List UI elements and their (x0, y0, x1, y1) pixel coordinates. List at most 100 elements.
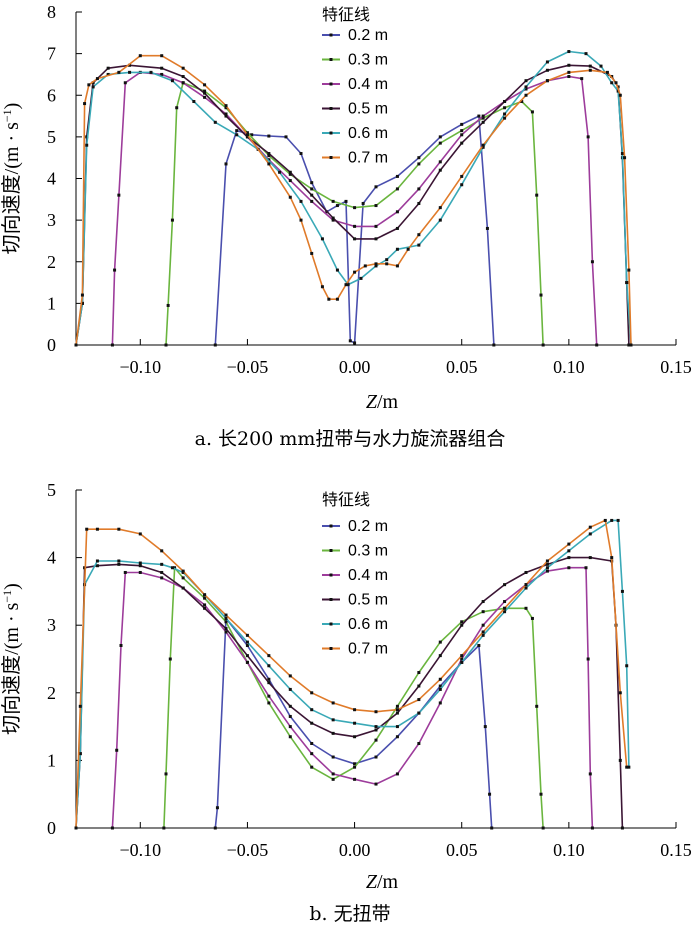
data-point (539, 792, 543, 796)
data-point (438, 168, 442, 172)
data-point (584, 52, 588, 56)
data-point (288, 687, 292, 691)
legend-label: 0.6 m (348, 125, 388, 142)
data-point (374, 264, 378, 268)
legend-swatch-marker (329, 33, 333, 37)
x-tick-label: −0.10 (119, 357, 161, 377)
data-point (310, 752, 314, 756)
data-point (395, 210, 399, 214)
data-point (164, 772, 168, 776)
chart-caption: a. 长200 mm扭带与水力旋流器组合 (195, 428, 506, 450)
data-point (267, 677, 271, 681)
data-point (353, 765, 357, 769)
data-point (359, 276, 363, 280)
data-point (488, 792, 492, 796)
data-point (503, 583, 507, 587)
data-point (417, 243, 421, 247)
y-tick-label: 8 (47, 2, 56, 22)
data-point (87, 83, 91, 87)
data-point (128, 63, 132, 67)
data-point (567, 556, 571, 560)
data-point (74, 343, 78, 347)
data-point (245, 640, 249, 644)
data-point (361, 201, 365, 205)
x-tick-label: 0.10 (553, 840, 585, 860)
data-point (490, 826, 494, 830)
data-point (503, 106, 507, 110)
series-line (214, 115, 495, 346)
legend-item: 0.7 m (322, 641, 388, 658)
y-tick-label: 1 (47, 750, 56, 770)
data-point (203, 596, 207, 600)
legend-item: 0.6 m (322, 125, 388, 142)
data-point (586, 135, 590, 139)
data-point (539, 293, 543, 297)
data-point (586, 657, 590, 661)
series-0.6m (74, 518, 631, 830)
legend-label: 0.7 m (348, 150, 388, 167)
series-line (75, 50, 632, 346)
data-point (588, 772, 592, 776)
data-point (267, 681, 271, 685)
data-point (460, 660, 464, 664)
data-point (284, 135, 288, 139)
y-tick-label: 2 (47, 683, 56, 703)
series-0.3m (164, 81, 545, 347)
data-point (331, 218, 335, 222)
data-point (610, 81, 614, 85)
data-point (374, 755, 378, 759)
data-point (224, 106, 228, 110)
data-point (524, 79, 528, 83)
data-point (85, 527, 89, 531)
series-0.3m (162, 566, 545, 830)
data-point (215, 806, 219, 810)
data-point (541, 343, 545, 347)
legend-label: 0.5 m (348, 101, 388, 118)
data-point (524, 93, 528, 97)
data-point (138, 561, 142, 565)
data-point (335, 268, 339, 272)
data-point (278, 170, 282, 174)
data-point (460, 129, 464, 133)
data-point (192, 99, 196, 103)
data-point (620, 152, 624, 156)
data-point (310, 765, 314, 769)
data-point (460, 174, 464, 178)
data-point (160, 66, 164, 70)
data-point (310, 708, 314, 712)
data-point (288, 674, 292, 678)
data-point (117, 193, 121, 197)
data-point (567, 75, 571, 79)
data-point (224, 112, 228, 116)
data-point (353, 224, 357, 228)
series-line (75, 64, 630, 346)
data-point (567, 63, 571, 67)
data-point (524, 570, 528, 574)
data-point (395, 264, 399, 268)
data-point (481, 116, 485, 120)
data-point (353, 206, 357, 210)
data-point (481, 114, 485, 118)
legend-item: 0.7 m (322, 150, 388, 167)
data-point (149, 70, 153, 74)
data-point (503, 600, 507, 604)
data-point (203, 603, 207, 607)
data-point (460, 654, 464, 658)
data-point (481, 610, 485, 614)
data-point (224, 104, 228, 108)
data-point (267, 664, 271, 668)
data-point (203, 606, 207, 610)
data-point (417, 711, 421, 715)
data-point (417, 233, 421, 237)
data-point (460, 623, 464, 627)
data-point (160, 570, 164, 574)
data-point (160, 562, 164, 566)
data-point (618, 93, 622, 97)
legend-swatch-marker (329, 131, 333, 135)
data-point (85, 143, 89, 147)
data-point (353, 237, 357, 241)
data-point (614, 81, 618, 85)
data-point (160, 72, 164, 76)
data-point (224, 613, 228, 617)
legend-item: 0.2 m (322, 27, 388, 44)
